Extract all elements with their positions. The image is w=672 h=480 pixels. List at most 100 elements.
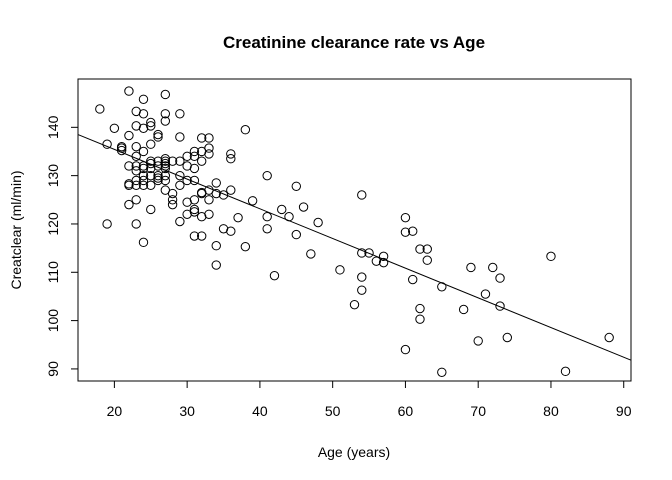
data-point xyxy=(247,196,258,206)
data-point xyxy=(415,244,425,254)
regression-line-group xyxy=(77,134,632,361)
x-tick-label: 80 xyxy=(543,403,559,419)
data-point xyxy=(153,129,163,140)
data-point xyxy=(146,117,156,128)
x-tick-label: 40 xyxy=(252,403,268,419)
data-point xyxy=(226,185,236,195)
data-point xyxy=(160,156,171,166)
data-point xyxy=(124,130,134,141)
data-point xyxy=(189,231,200,241)
data-point xyxy=(109,123,120,133)
data-point xyxy=(422,255,432,265)
data-point xyxy=(240,125,251,135)
x-axis-label: Age (years) xyxy=(318,444,390,460)
data-point xyxy=(204,143,214,153)
y-tick-label: 140 xyxy=(45,115,61,139)
data-point xyxy=(102,219,112,229)
data-point xyxy=(182,151,192,162)
data-point xyxy=(357,190,367,200)
x-tick-label: 70 xyxy=(470,403,486,419)
data-point xyxy=(218,190,229,200)
data-point xyxy=(400,227,411,237)
data-point xyxy=(473,336,483,346)
data-point xyxy=(378,257,389,268)
data-point xyxy=(357,285,367,295)
data-point xyxy=(240,241,251,252)
data-point xyxy=(262,212,272,222)
data-point xyxy=(488,262,498,273)
data-point xyxy=(371,256,382,266)
x-tick-label: 60 xyxy=(398,403,414,419)
data-point xyxy=(138,109,149,119)
data-point xyxy=(211,241,221,251)
y-axis-label: Creatclear (ml/min) xyxy=(8,170,24,289)
y-tick-label: 90 xyxy=(45,361,61,377)
data-point xyxy=(196,133,207,143)
chart-title: Creatinine clearance rate vs Age xyxy=(223,33,485,52)
data-point xyxy=(204,149,214,159)
x-tick-label: 50 xyxy=(325,403,341,419)
data-point xyxy=(95,104,105,114)
data-point xyxy=(211,188,221,199)
data-point xyxy=(167,156,178,166)
data-point xyxy=(480,289,491,299)
x-tick-label: 90 xyxy=(616,403,632,419)
data-point xyxy=(495,301,505,311)
data-point xyxy=(291,229,301,240)
data-point xyxy=(175,170,185,181)
data-point xyxy=(138,180,149,191)
y-tick-label: 130 xyxy=(45,164,61,188)
data-point xyxy=(131,219,141,229)
data-point xyxy=(124,199,134,210)
data-point xyxy=(138,163,149,174)
data-point xyxy=(153,132,163,142)
data-point xyxy=(422,244,432,254)
data-points xyxy=(95,86,614,378)
data-point xyxy=(226,154,236,164)
data-point xyxy=(167,195,178,205)
data-point xyxy=(131,195,141,205)
data-point xyxy=(124,161,134,171)
data-point xyxy=(466,262,476,273)
data-point xyxy=(262,224,272,234)
data-point xyxy=(175,132,185,142)
data-point xyxy=(233,212,243,223)
data-point xyxy=(146,180,156,191)
data-point xyxy=(146,204,156,215)
data-point xyxy=(211,260,221,270)
data-point xyxy=(458,304,469,315)
data-point xyxy=(124,86,134,96)
data-point xyxy=(408,274,418,285)
data-point xyxy=(408,226,418,236)
data-point xyxy=(546,251,556,262)
data-point xyxy=(415,314,425,324)
y-tick-label: 100 xyxy=(45,309,61,333)
data-point xyxy=(124,180,134,191)
data-point xyxy=(189,195,200,205)
data-point xyxy=(146,156,156,166)
x-tick-label: 20 xyxy=(107,403,123,419)
data-point xyxy=(131,141,141,152)
data-point xyxy=(277,204,287,215)
data-point xyxy=(298,202,309,212)
data-point xyxy=(204,133,214,143)
data-point xyxy=(306,249,316,259)
data-point xyxy=(146,139,156,149)
data-point xyxy=(138,237,149,248)
data-point xyxy=(153,175,163,186)
data-point xyxy=(175,216,185,227)
data-point xyxy=(138,175,149,186)
data-point xyxy=(138,94,149,104)
data-point xyxy=(226,149,236,159)
data-point xyxy=(138,170,149,181)
plot-frame xyxy=(77,78,632,382)
data-point xyxy=(400,212,411,223)
data-point xyxy=(560,366,571,377)
data-point xyxy=(167,188,178,199)
regression-line xyxy=(77,134,632,361)
data-point xyxy=(189,163,200,174)
y-tick-label: 110 xyxy=(45,261,61,284)
data-point xyxy=(167,199,178,210)
data-point xyxy=(160,175,171,186)
